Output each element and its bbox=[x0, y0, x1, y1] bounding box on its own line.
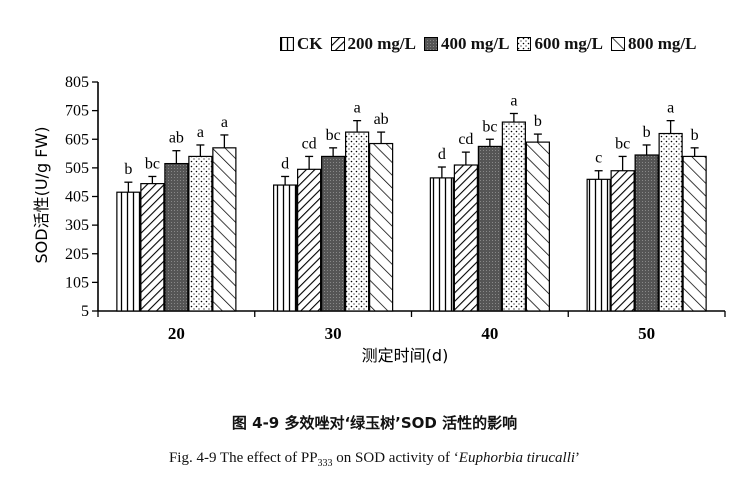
legend-item-ck: CK bbox=[280, 34, 323, 54]
bar-ck-40 bbox=[429, 177, 454, 312]
bar-ck-50 bbox=[586, 178, 611, 312]
caption-english-prefix: Fig. 4-9 The effect of PP bbox=[168, 450, 318, 466]
legend: CK 200 mg/L 400 mg/L 600 mg/L 800 mg/L bbox=[280, 34, 704, 54]
y-tick-label: 405 bbox=[65, 189, 89, 206]
legend-item-600: 600 mg/L bbox=[517, 34, 603, 54]
significance-label: ab bbox=[374, 111, 389, 128]
significance-label: b bbox=[643, 124, 651, 141]
y-axis: 805 705 605 505 405 305 205 105 5 bbox=[65, 74, 99, 320]
bar-600-50 bbox=[658, 132, 683, 312]
bar-800-40 bbox=[525, 141, 550, 312]
legend-item-200: 200 mg/L bbox=[330, 34, 416, 54]
caption-english-suffix: ’ bbox=[575, 450, 581, 466]
bar-600-20 bbox=[188, 155, 213, 312]
y-tick-label: 305 bbox=[65, 217, 89, 234]
significance-label: d bbox=[438, 146, 446, 163]
bar-800-50 bbox=[682, 155, 707, 312]
legend-label-800: 800 mg/L bbox=[627, 34, 697, 53]
significance-label: bc bbox=[145, 155, 160, 172]
significance-label: ab bbox=[169, 130, 184, 147]
bar-ck-30 bbox=[273, 184, 298, 312]
caption-english: Fig. 4-9 The effect of PP333 on SOD acti… bbox=[0, 450, 749, 469]
significance-label: a bbox=[667, 100, 674, 117]
legend-swatch-800 bbox=[610, 37, 625, 51]
x-tick-label: 30 bbox=[325, 324, 342, 343]
significance-label: bc bbox=[482, 118, 497, 135]
x-tick-label: 50 bbox=[638, 324, 655, 343]
bar-400-20 bbox=[164, 162, 189, 312]
significance-label: a bbox=[197, 124, 204, 141]
caption-english-subscript: 333 bbox=[317, 458, 333, 469]
legend-item-400: 400 mg/L bbox=[423, 34, 510, 54]
legend-label-ck: CK bbox=[297, 34, 323, 53]
bar-600-30 bbox=[345, 131, 370, 312]
bar-ck-20 bbox=[116, 191, 141, 312]
significance-label: a bbox=[221, 114, 228, 131]
y-tick-label: 605 bbox=[65, 131, 89, 148]
bar-400-40 bbox=[477, 145, 502, 312]
legend-swatch-400 bbox=[423, 37, 438, 51]
x-tick-label: 20 bbox=[168, 324, 185, 343]
significance-label: bc bbox=[615, 135, 630, 152]
x-axis: 20 30 40 50 bbox=[97, 310, 726, 343]
legend-label-400: 400 mg/L bbox=[440, 34, 510, 53]
significance-label: cd bbox=[458, 131, 473, 148]
significance-label: b bbox=[691, 127, 699, 144]
significance-label: cd bbox=[302, 135, 317, 152]
x-axis-title: 测定时间(d) bbox=[362, 346, 449, 365]
legend-swatch-ck bbox=[280, 37, 294, 51]
bar-400-50 bbox=[634, 154, 659, 312]
significance-label: b bbox=[534, 113, 542, 130]
y-tick-label: 105 bbox=[65, 274, 89, 291]
y-axis-title: SOD活性(U/g FW) bbox=[32, 127, 51, 264]
bar-800-30 bbox=[369, 142, 394, 312]
caption-chinese: 图 4-9 多效唑对‘绿玉树’SOD 活性的影响 bbox=[231, 414, 518, 432]
x-tick-label: 40 bbox=[481, 324, 498, 343]
significance-label: b bbox=[124, 161, 132, 178]
y-tick-label: 205 bbox=[65, 246, 89, 263]
legend-label-600: 600 mg/L bbox=[534, 34, 603, 53]
significance-label: c bbox=[595, 150, 602, 167]
caption-english-species: Euphorbia tirucalli bbox=[458, 450, 576, 466]
bar-200-30 bbox=[297, 168, 322, 312]
significance-label: d bbox=[281, 155, 289, 172]
bar-800-20 bbox=[212, 147, 237, 312]
y-tick-label: 805 bbox=[65, 74, 89, 91]
y-tick-label: 705 bbox=[65, 103, 89, 120]
significance-label: bc bbox=[326, 127, 341, 144]
caption-english-mid: on SOD activity of ‘ bbox=[332, 450, 459, 466]
significance-label: a bbox=[354, 100, 361, 117]
legend-swatch-200 bbox=[330, 37, 345, 51]
bar-600-40 bbox=[501, 121, 526, 312]
legend-swatch-600 bbox=[517, 37, 532, 51]
y-tick-label: 5 bbox=[81, 303, 89, 320]
bar-200-20 bbox=[140, 183, 165, 312]
bar-200-50 bbox=[610, 170, 635, 312]
bar-200-40 bbox=[453, 164, 478, 312]
y-tick-label: 505 bbox=[65, 160, 89, 177]
legend-item-800: 800 mg/L bbox=[610, 34, 697, 54]
significance-label: a bbox=[510, 92, 517, 109]
legend-label-200: 200 mg/L bbox=[347, 34, 416, 53]
bar-400-30 bbox=[321, 155, 346, 312]
